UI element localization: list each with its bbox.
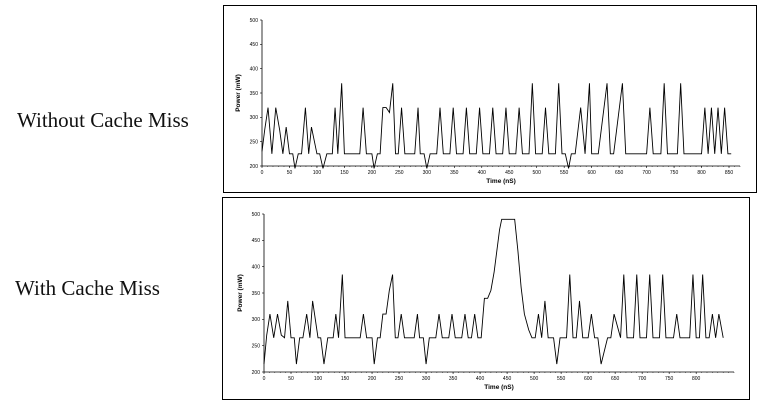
x-tick-label: 250 [395,170,404,176]
x-tick-label: 400 [478,170,487,176]
chart-frame-with-cache-miss: 200 250 300 350 400 450 500 0 50 100 150 200 250 300 3… [222,197,750,400]
x-tick-label: 700 [638,376,647,382]
x-tick-label: 100 [313,170,322,176]
series-line-0 [263,218,724,365]
y-tick-label: 300 [250,115,259,121]
x-tick-label: 700 [642,170,651,176]
x-tick-label: 400 [476,376,485,382]
y-tick-label: 500 [250,18,259,24]
x-tick-label: 600 [587,170,596,176]
x-tick-label: 500 [533,170,542,176]
x-tick-label: 50 [287,170,293,176]
x-tick-label: 800 [697,170,706,176]
x-tick-label: 650 [615,170,624,176]
x-tick-label: 750 [670,170,679,176]
chart-with-cache-miss: 200 250 300 350 400 450 500 0 50 100 150 200 250 300 3… [237,212,735,391]
x-tick-label: 650 [611,376,620,382]
y-tick-label: 350 [252,291,261,297]
y-tick-label: 450 [250,42,259,48]
x-tick-label: 450 [503,376,512,382]
x-axis-title: Time (nS) [484,384,514,391]
x-axis-title: Time (nS) [486,178,516,185]
x-tick-label: 0 [261,170,264,176]
x-tick-label: 600 [584,376,593,382]
y-axis-title: Power (mW) [237,274,244,312]
x-tick-label: 750 [665,376,674,382]
x-tick-label: 350 [449,376,458,382]
x-tick-label: 150 [341,376,350,382]
x-tick-label: 0 [263,376,266,382]
x-tick-label: 350 [450,170,459,176]
y-tick-label: 300 [252,317,261,323]
chart-without-cache-miss: 200 250 300 350 400 450 500 0 50 100 150 200 250 300 3… [235,18,741,185]
label-without-cache-miss: Without Cache Miss [17,108,189,132]
y-axis-title: Power (mW) [235,74,242,112]
x-tick-label: 200 [368,170,377,176]
x-tick-label: 450 [505,170,514,176]
y-tick-label: 250 [252,343,261,349]
label-with-cache-miss: With Cache Miss [15,276,160,300]
y-tick-label: 200 [252,370,261,376]
x-tick-label: 800 [692,376,701,382]
x-tick-label: 500 [530,376,539,382]
y-tick-label: 400 [252,264,261,270]
y-tick-label: 250 [250,139,259,145]
series-line-0 [261,83,732,169]
x-tick-label: 50 [288,376,294,382]
y-tick-label: 200 [250,164,259,170]
y-tick-label: 500 [252,212,261,218]
x-tick-label: 150 [340,170,349,176]
y-tick-label: 350 [250,91,259,97]
y-tick-label: 400 [250,66,259,72]
x-tick-label: 550 [560,170,569,176]
x-tick-label: 100 [314,376,323,382]
x-tick-label: 200 [368,376,377,382]
x-tick-label: 250 [395,376,404,382]
x-tick-label: 300 [423,170,432,176]
x-tick-label: 300 [422,376,431,382]
x-tick-label: 550 [557,376,566,382]
chart-frame-without-cache-miss: 200 250 300 350 400 450 500 0 50 100 150 200 250 300 3… [223,5,757,193]
y-tick-label: 450 [252,238,261,244]
x-tick-label: 850 [725,170,734,176]
